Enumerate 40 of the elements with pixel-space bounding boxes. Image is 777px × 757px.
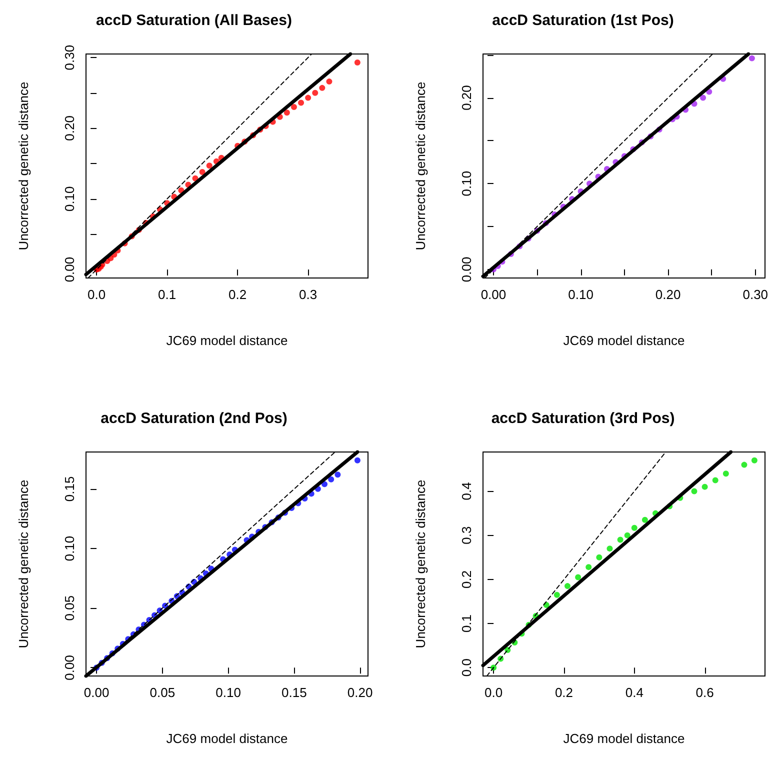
chart-title: accD Saturation (2nd Pos)	[100, 410, 288, 427]
y-tick-label: 0.15	[62, 476, 77, 502]
y-tick-label: 0.00	[62, 256, 77, 282]
y-tick-label: 0.3	[459, 526, 474, 544]
chart-title: accD Saturation (3rd Pos)	[491, 410, 675, 427]
y-axis-title: Uncorrected genetic distance	[413, 480, 428, 648]
y-tick-label: 0.10	[62, 186, 77, 212]
text: 0.0	[88, 287, 106, 302]
x-axis-title: JC69 model distance	[166, 731, 288, 746]
x-tick-label: 0.00	[480, 287, 506, 302]
x-tick-label: 0.15	[282, 685, 307, 700]
x-tick-label: 0.30	[742, 287, 768, 302]
text: 0.0	[484, 685, 503, 700]
x-tick-label: 0.2	[228, 287, 247, 302]
y-axis-title: Uncorrected genetic distance	[16, 82, 31, 250]
y-tick-label: 0.30	[62, 44, 77, 70]
x-axis-title: JC69 model distance	[166, 333, 288, 348]
x-tick-label: 0.4	[625, 685, 644, 700]
chart-title: accD Saturation (All Bases)	[96, 12, 292, 29]
x-tick-label: 0.05	[150, 685, 176, 700]
x-tick-label: 0.20	[655, 287, 681, 302]
y-tick-label: 0.4	[459, 482, 474, 500]
x-axis-title: JC69 model distance	[563, 333, 685, 348]
y-tick-label: 0.10	[459, 170, 474, 196]
y-axis-title: Uncorrected genetic distance	[413, 82, 428, 250]
x-tick-label: 0.10	[568, 287, 594, 302]
x-tick-label: 0.3	[299, 287, 318, 302]
y-tick-label: 0.2	[459, 570, 474, 588]
x-tick-label: 0.2	[554, 685, 574, 700]
x-tick-label: 0.1	[158, 287, 176, 302]
y-tick-label: 0.20	[62, 116, 77, 141]
y-axis-title: Uncorrected genetic distance	[16, 480, 31, 648]
text: 0.0	[459, 658, 474, 677]
y-tick-label: 0.1	[459, 614, 474, 633]
y-tick-label: 0.20	[459, 85, 474, 110]
x-axis-title: JC69 model distance	[563, 731, 685, 746]
chart-title: accD Saturation (1st Pos)	[492, 12, 674, 29]
y-tick-label: 0.00	[459, 256, 474, 282]
y-tick-label: 0.05	[62, 595, 77, 621]
x-tick-label: 0.6	[696, 685, 714, 700]
